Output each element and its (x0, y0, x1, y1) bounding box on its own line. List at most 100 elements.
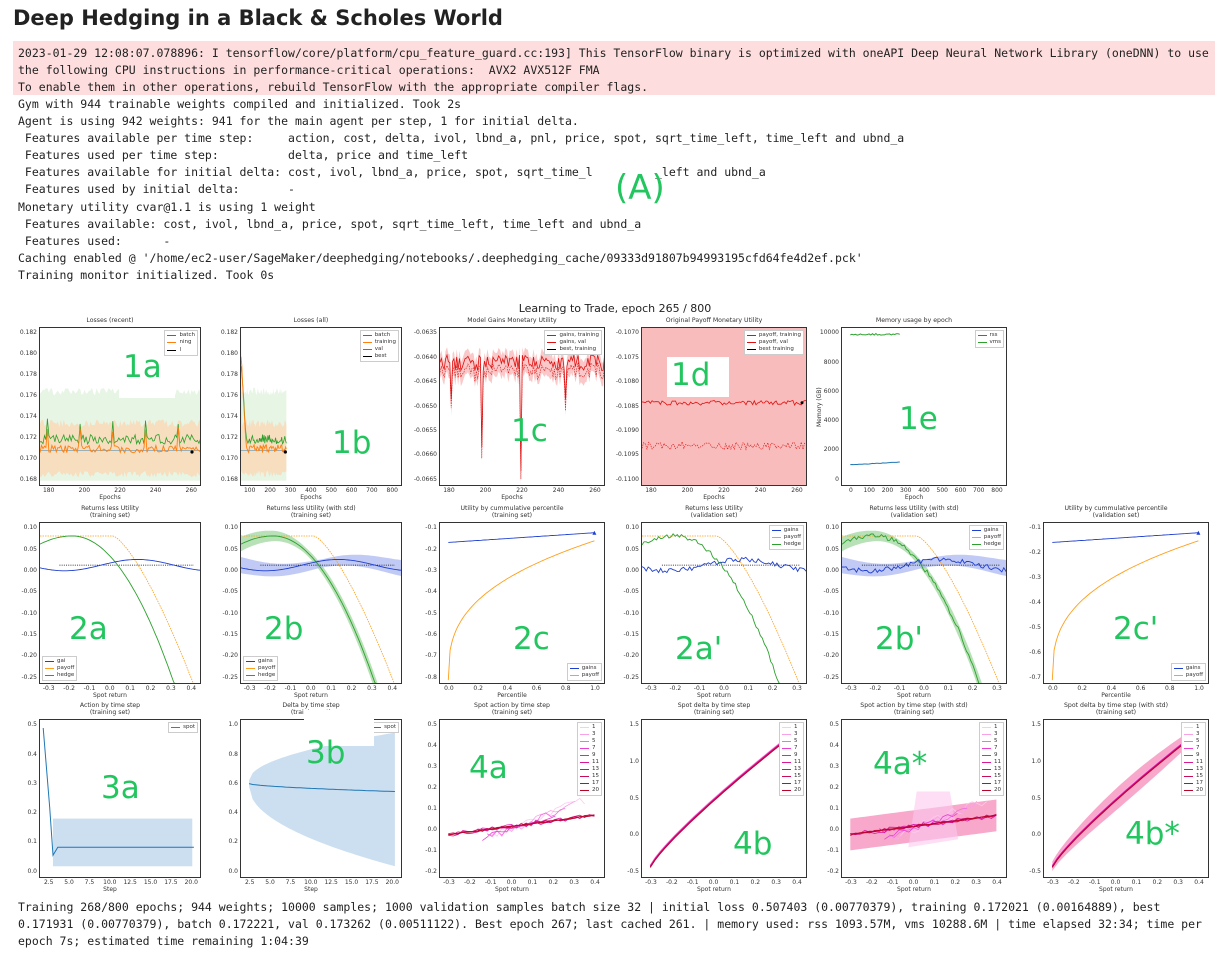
legend-entry: 1 (1184, 724, 1203, 731)
y-tick-label: -0.10 (21, 609, 37, 617)
plot-area (641, 327, 807, 486)
legend: 1 3 5 7 9 11 13 15 17 20 (979, 722, 1004, 796)
y-tick-label: 0.178 (19, 371, 37, 379)
legend-label: 11 (1196, 759, 1203, 765)
legend-entry: 17 (782, 780, 801, 787)
x-tick-label: -0.2 (1067, 879, 1080, 886)
legend-label: 9 (592, 752, 596, 758)
y-tick-label: 0.10 (625, 524, 639, 532)
x-axis-label: Epochs (99, 494, 121, 501)
x-tick-label: -0.3 (645, 685, 657, 692)
y-tick-label: 0.00 (224, 567, 238, 575)
legend-label: 5 (994, 738, 998, 744)
best-marker (283, 450, 287, 454)
legend: gains payoff (566, 663, 602, 681)
legend-entry: hedge (45, 672, 74, 679)
panel-title: Spot action by time step (with std) (tra… (860, 702, 968, 716)
legend-label: payoff (258, 665, 276, 671)
legend-swatch (1184, 790, 1193, 791)
y-tick-label: -0.2 (827, 867, 839, 875)
legend-entry: 7 (982, 745, 1001, 752)
legend-swatch (362, 342, 372, 343)
legend-label: gains (983, 527, 999, 533)
legend-label: 11 (994, 759, 1001, 765)
y-tick-label: 0.5 (829, 721, 839, 729)
x-tick-label: -0.3 (443, 879, 455, 886)
y-tick-label: -0.1075 (615, 353, 639, 361)
legend-label: best (374, 353, 387, 359)
legend-swatch (580, 755, 589, 756)
x-tick-label: 0.0 (919, 685, 929, 692)
legend-entry: spot (372, 724, 396, 731)
training-line (241, 356, 287, 454)
best-marker (1196, 530, 1201, 535)
x-tick-label: -0.3 (845, 879, 857, 886)
panel-label: 3b (306, 735, 346, 771)
legend-entry: 11 (982, 759, 1001, 766)
y-tick-label: 0.00 (825, 567, 839, 575)
y-tick-label: 0.10 (825, 524, 839, 532)
x-tick-label: 0.0 (708, 879, 719, 886)
stdout-output: Gym with 944 trainable weights compiled … (18, 96, 1218, 284)
y-tick-label: -0.05 (823, 588, 839, 596)
panel-title: Memory usage by epoch (875, 317, 953, 324)
legend-swatch (982, 741, 991, 742)
legend-entry: best (362, 353, 396, 360)
y-tick-label: -0.1070 (615, 329, 639, 337)
panel-p1b: Losses (all) 100 200 300 400 500 600 700 800 0.18… (214, 317, 408, 502)
x-tick-label: 0.0 (306, 685, 316, 692)
y-tick-label: -0.05 (21, 588, 37, 596)
legend-entry: best, training (547, 346, 599, 353)
y-tick-label: 0.174 (220, 412, 238, 420)
legend-label: 1 (794, 724, 798, 730)
y-tick-label: 10000 (819, 329, 839, 337)
legend-swatch (1184, 727, 1193, 728)
legend-label: 13 (794, 766, 801, 772)
plot-area (1043, 522, 1209, 684)
legend-label: gains (783, 527, 799, 533)
y-tick-label: -0.3 (425, 567, 437, 575)
legend-entry: payoff, val (746, 339, 801, 346)
x-tick-label: 0.0 (506, 879, 517, 886)
gains-line (241, 559, 401, 572)
x-axis-label: Spot return (697, 692, 731, 699)
legend-label: 7 (994, 745, 998, 751)
legend-label: 20 (994, 787, 1001, 793)
stdout-line: Features available per time step: action… (18, 131, 905, 146)
x-tick-label: 240 (552, 487, 565, 494)
y-tick-label: -0.4 (1029, 599, 1041, 606)
legend-swatch (982, 748, 991, 749)
y-tick-label: 0.0 (427, 825, 437, 833)
panel-p1a: Losses (recent) 180 200 220 240 260 0.182 0.180… (13, 317, 207, 502)
y-tick-label: -0.0650 (413, 402, 437, 410)
legend-entry: 7 (1184, 745, 1203, 752)
y-tick-label: 0.0 (1031, 831, 1041, 839)
legend-entry: 17 (580, 780, 599, 787)
y-tick-label: -0.10 (222, 609, 238, 617)
legend-swatch (580, 734, 589, 735)
legend-entry: 5 (580, 738, 599, 745)
panel-p2c2: Utility by cummulative percentile (valid… (1017, 505, 1215, 700)
y-tick-label: -0.5 (627, 867, 639, 875)
x-tick-label: -0.3 (645, 879, 657, 886)
x-tick-label: 800 (991, 487, 1003, 494)
x-tick-label: 100 (863, 487, 875, 494)
legend-entry: 9 (580, 752, 599, 759)
plot-area (39, 719, 201, 878)
y-tick-label: -0.15 (823, 630, 839, 638)
y-tick-label: 0.176 (220, 392, 238, 400)
legend-label: 7 (1196, 745, 1200, 751)
legend-label: 9 (794, 752, 798, 758)
x-tick-label: 0.2 (548, 879, 559, 886)
x-tick-label: 0.2 (145, 685, 156, 692)
x-tick-label: 7.5 (84, 879, 95, 886)
y-tick-label: 0.2 (228, 838, 238, 846)
legend: rss vms (974, 330, 1004, 348)
action-line (42, 727, 194, 857)
x-tick-label: 0.4 (992, 879, 1002, 886)
legend-label: 5 (1196, 738, 1200, 744)
legend-label: 3 (592, 731, 596, 737)
legend-swatch (45, 668, 54, 669)
panel-p2b2: Returns less Utility (with std) (validat… (815, 505, 1013, 700)
legend-entry: 15 (982, 773, 1001, 780)
